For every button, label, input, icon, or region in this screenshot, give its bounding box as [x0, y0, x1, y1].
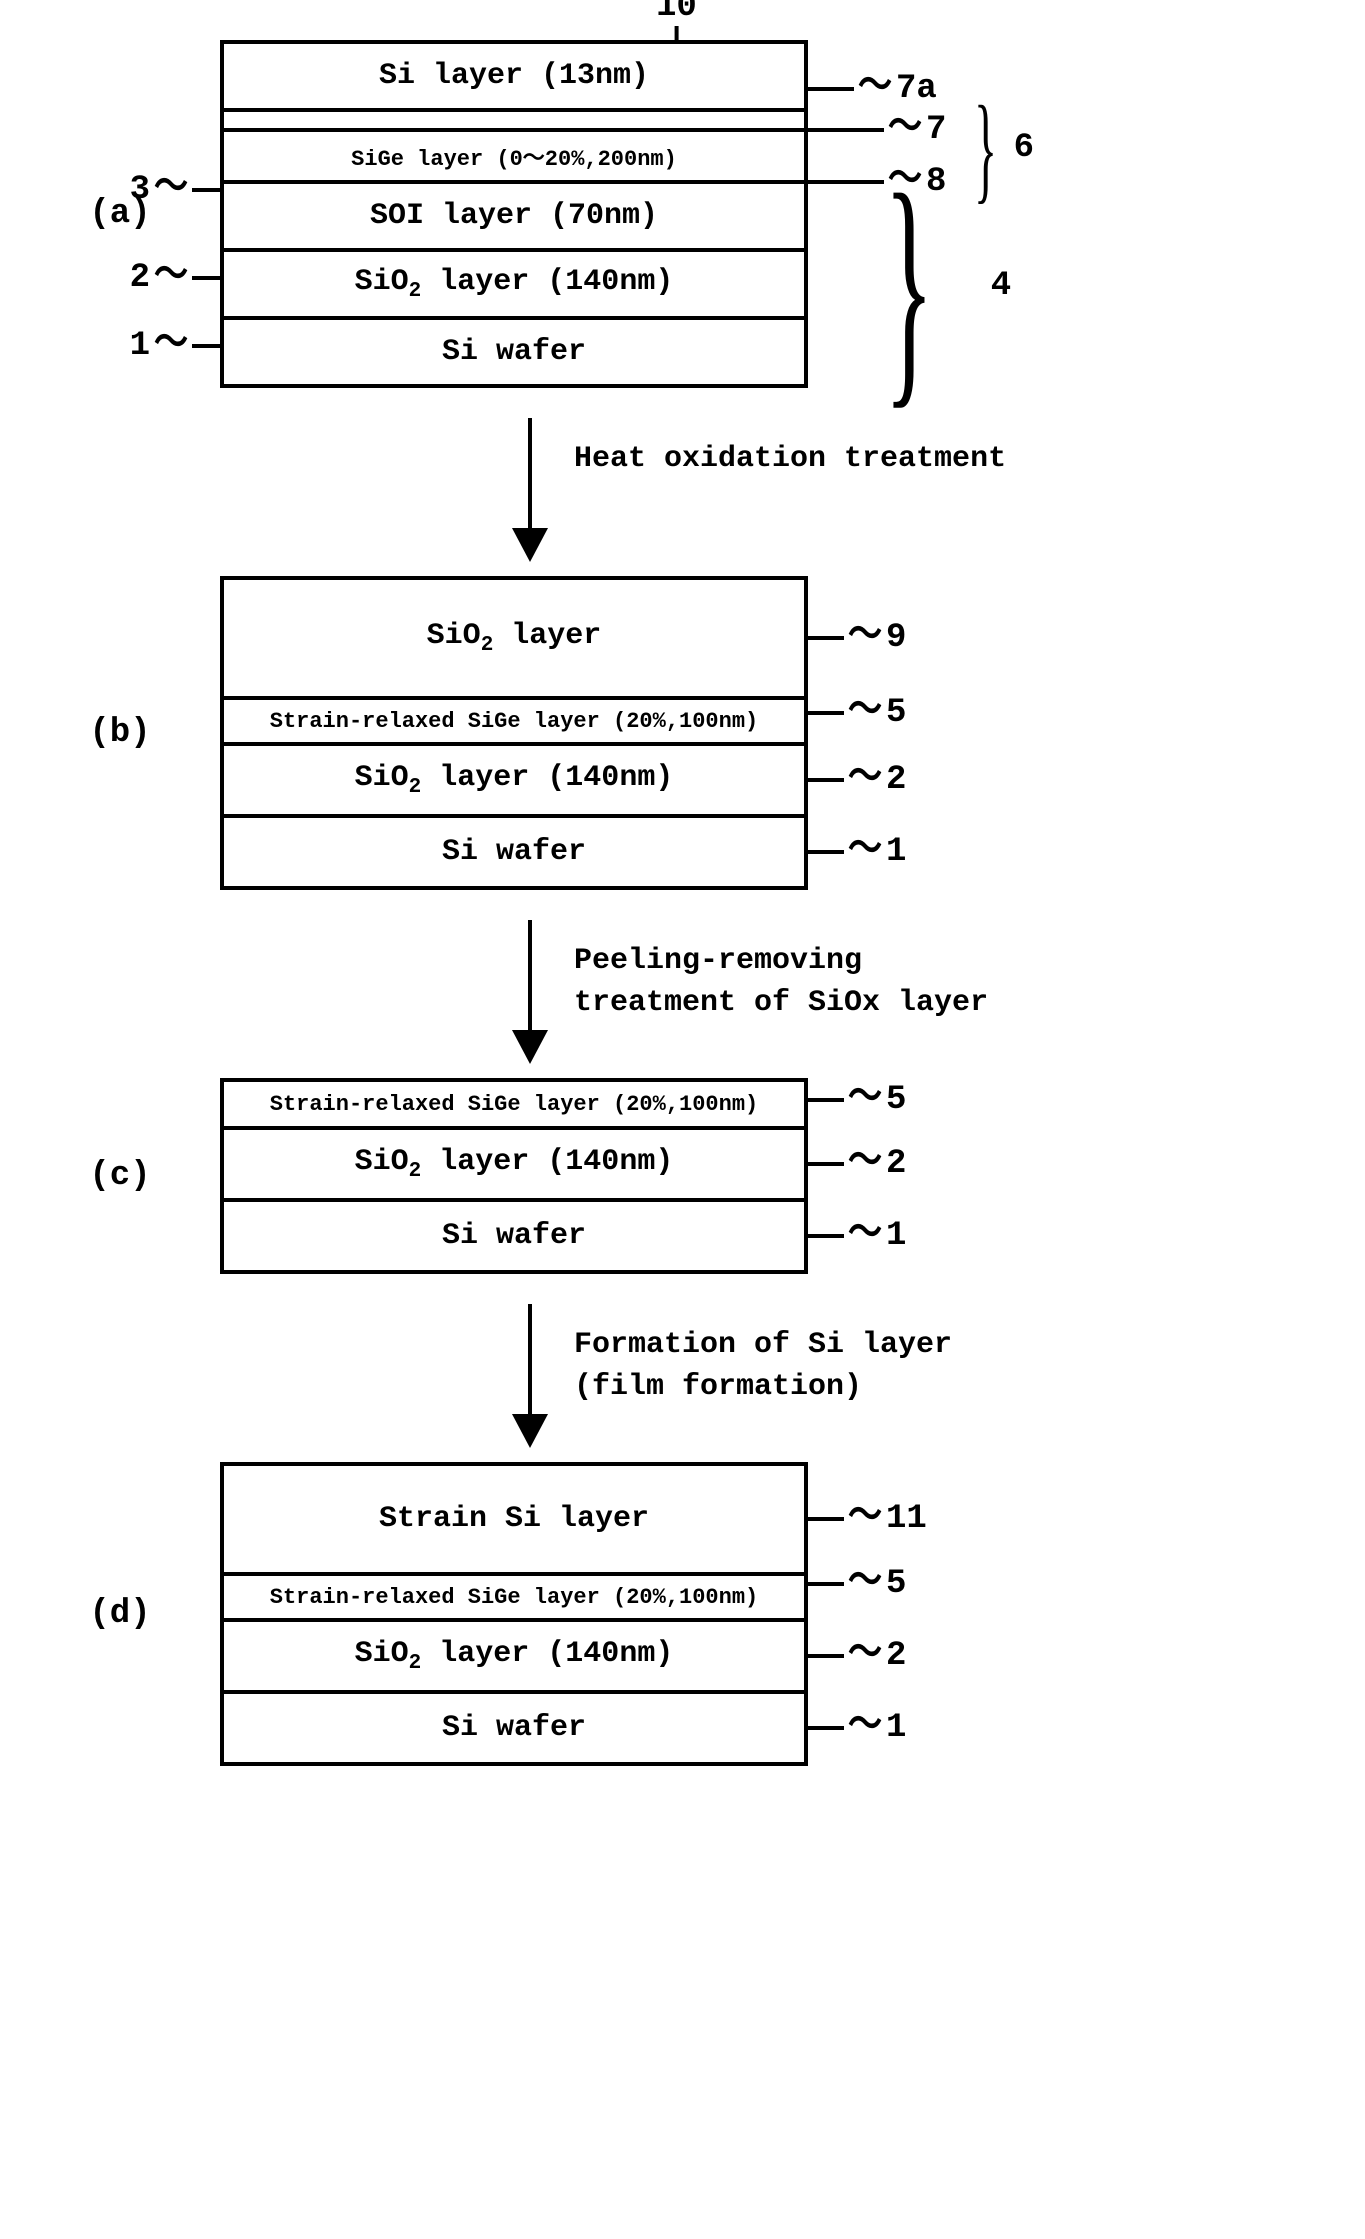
ref-5-d: 〜 5 — [804, 1565, 906, 1603]
layer-a-5: Si wafer 1 〜 — [224, 320, 804, 388]
ref-5-b: 〜 5 — [804, 694, 906, 732]
arrow-text-1: Heat oxidation treatment — [574, 418, 1006, 480]
layer-a-1 — [224, 112, 804, 132]
ref-10: 10 — [656, 0, 697, 44]
ref-2-c: 〜 2 — [804, 1145, 906, 1183]
arrow-c-d: Formation of Si layer (film formation) — [510, 1294, 1365, 1462]
layer-b-2: SiO2 layer (140nm) 〜 2 — [224, 746, 804, 818]
ref-11: 〜 11 — [804, 1500, 927, 1538]
ref-1-c: 〜 1 — [804, 1217, 906, 1255]
ref-2-a: 2 〜 — [130, 259, 224, 297]
stage-d: (d) Strain Si layer 〜 11 Strain-relaxed … — [20, 1462, 1365, 1766]
arrow-a-b: Heat oxidation treatment — [510, 408, 1365, 576]
layer-c-1: SiO2 layer (140nm) 〜 2 — [224, 1130, 804, 1202]
arrow-icon — [510, 920, 550, 1064]
stage-label-c: (c) — [20, 1157, 220, 1195]
arrow-text-3: Formation of Si layer (film formation) — [574, 1304, 952, 1408]
stage-a: (a) 10 Si layer (13nm) 〜 7a Si — [20, 40, 1365, 388]
layer-b-3: Si wafer 〜 1 — [224, 818, 804, 890]
layer-a-3: SOI layer (70nm) 3 〜 — [224, 184, 804, 252]
stack-b: SiO2 layer 〜 9 Strain-relaxed SiGe layer… — [220, 576, 808, 890]
ref-2-b: 〜 2 — [804, 761, 906, 799]
layer-a-0: Si layer (13nm) 〜 7a — [224, 44, 804, 112]
ref-1-b: 〜 1 — [804, 833, 906, 871]
layer-d-0: Strain Si layer 〜 11 — [224, 1466, 804, 1576]
layer-c-0: Strain-relaxed SiGe layer (20%,100nm) 〜 … — [224, 1082, 804, 1130]
arrow-text-2: Peeling-removing treatment of SiOx layer — [574, 920, 988, 1024]
layer-a-2: SiGe layer (0～20%,200nm) 〜 7 〜 8 — [224, 132, 804, 184]
layer-b-0: SiO2 layer 〜 9 — [224, 580, 804, 700]
layer-a-4: SiO2 layer (140nm) 2 〜 — [224, 252, 804, 320]
layer-c-2: Si wafer 〜 1 — [224, 1202, 804, 1274]
ref-7a: 〜 7a — [804, 70, 937, 108]
layer-b-1: Strain-relaxed SiGe layer (20%,100nm) 〜 … — [224, 700, 804, 746]
ref-3: 3 〜 — [130, 171, 224, 209]
ref-1-d: 〜 1 — [804, 1709, 906, 1747]
brace-4: } 4 — [884, 184, 1011, 388]
stage-b: (b) SiO2 layer 〜 9 Strain-relaxed SiGe l… — [20, 576, 1365, 890]
layer-d-2: SiO2 layer (140nm) 〜 2 — [224, 1622, 804, 1694]
stage-label-b: (b) — [20, 714, 220, 752]
stack-c: Strain-relaxed SiGe layer (20%,100nm) 〜 … — [220, 1078, 808, 1274]
layer-d-3: Si wafer 〜 1 — [224, 1694, 804, 1766]
stage-c: (c) Strain-relaxed SiGe layer (20%,100nm… — [20, 1078, 1365, 1274]
brace-6: } 6 — [974, 112, 1034, 184]
ref-5-c: 〜 5 — [804, 1081, 906, 1119]
layer-d-1: Strain-relaxed SiGe layer (20%,100nm) 〜 … — [224, 1576, 804, 1622]
ref-9: 〜 9 — [804, 619, 906, 657]
stack-a: 10 Si layer (13nm) 〜 7a SiGe layer (0～20… — [220, 40, 808, 388]
stack-d: Strain Si layer 〜 11 Strain-relaxed SiGe… — [220, 1462, 808, 1766]
stage-label-d: (d) — [20, 1595, 220, 1633]
arrow-b-c: Peeling-removing treatment of SiOx layer — [510, 910, 1365, 1078]
ref-1-a: 1 〜 — [130, 327, 224, 365]
ref-2-d: 〜 2 — [804, 1637, 906, 1675]
arrow-icon — [510, 1304, 550, 1448]
arrow-icon — [510, 418, 550, 562]
